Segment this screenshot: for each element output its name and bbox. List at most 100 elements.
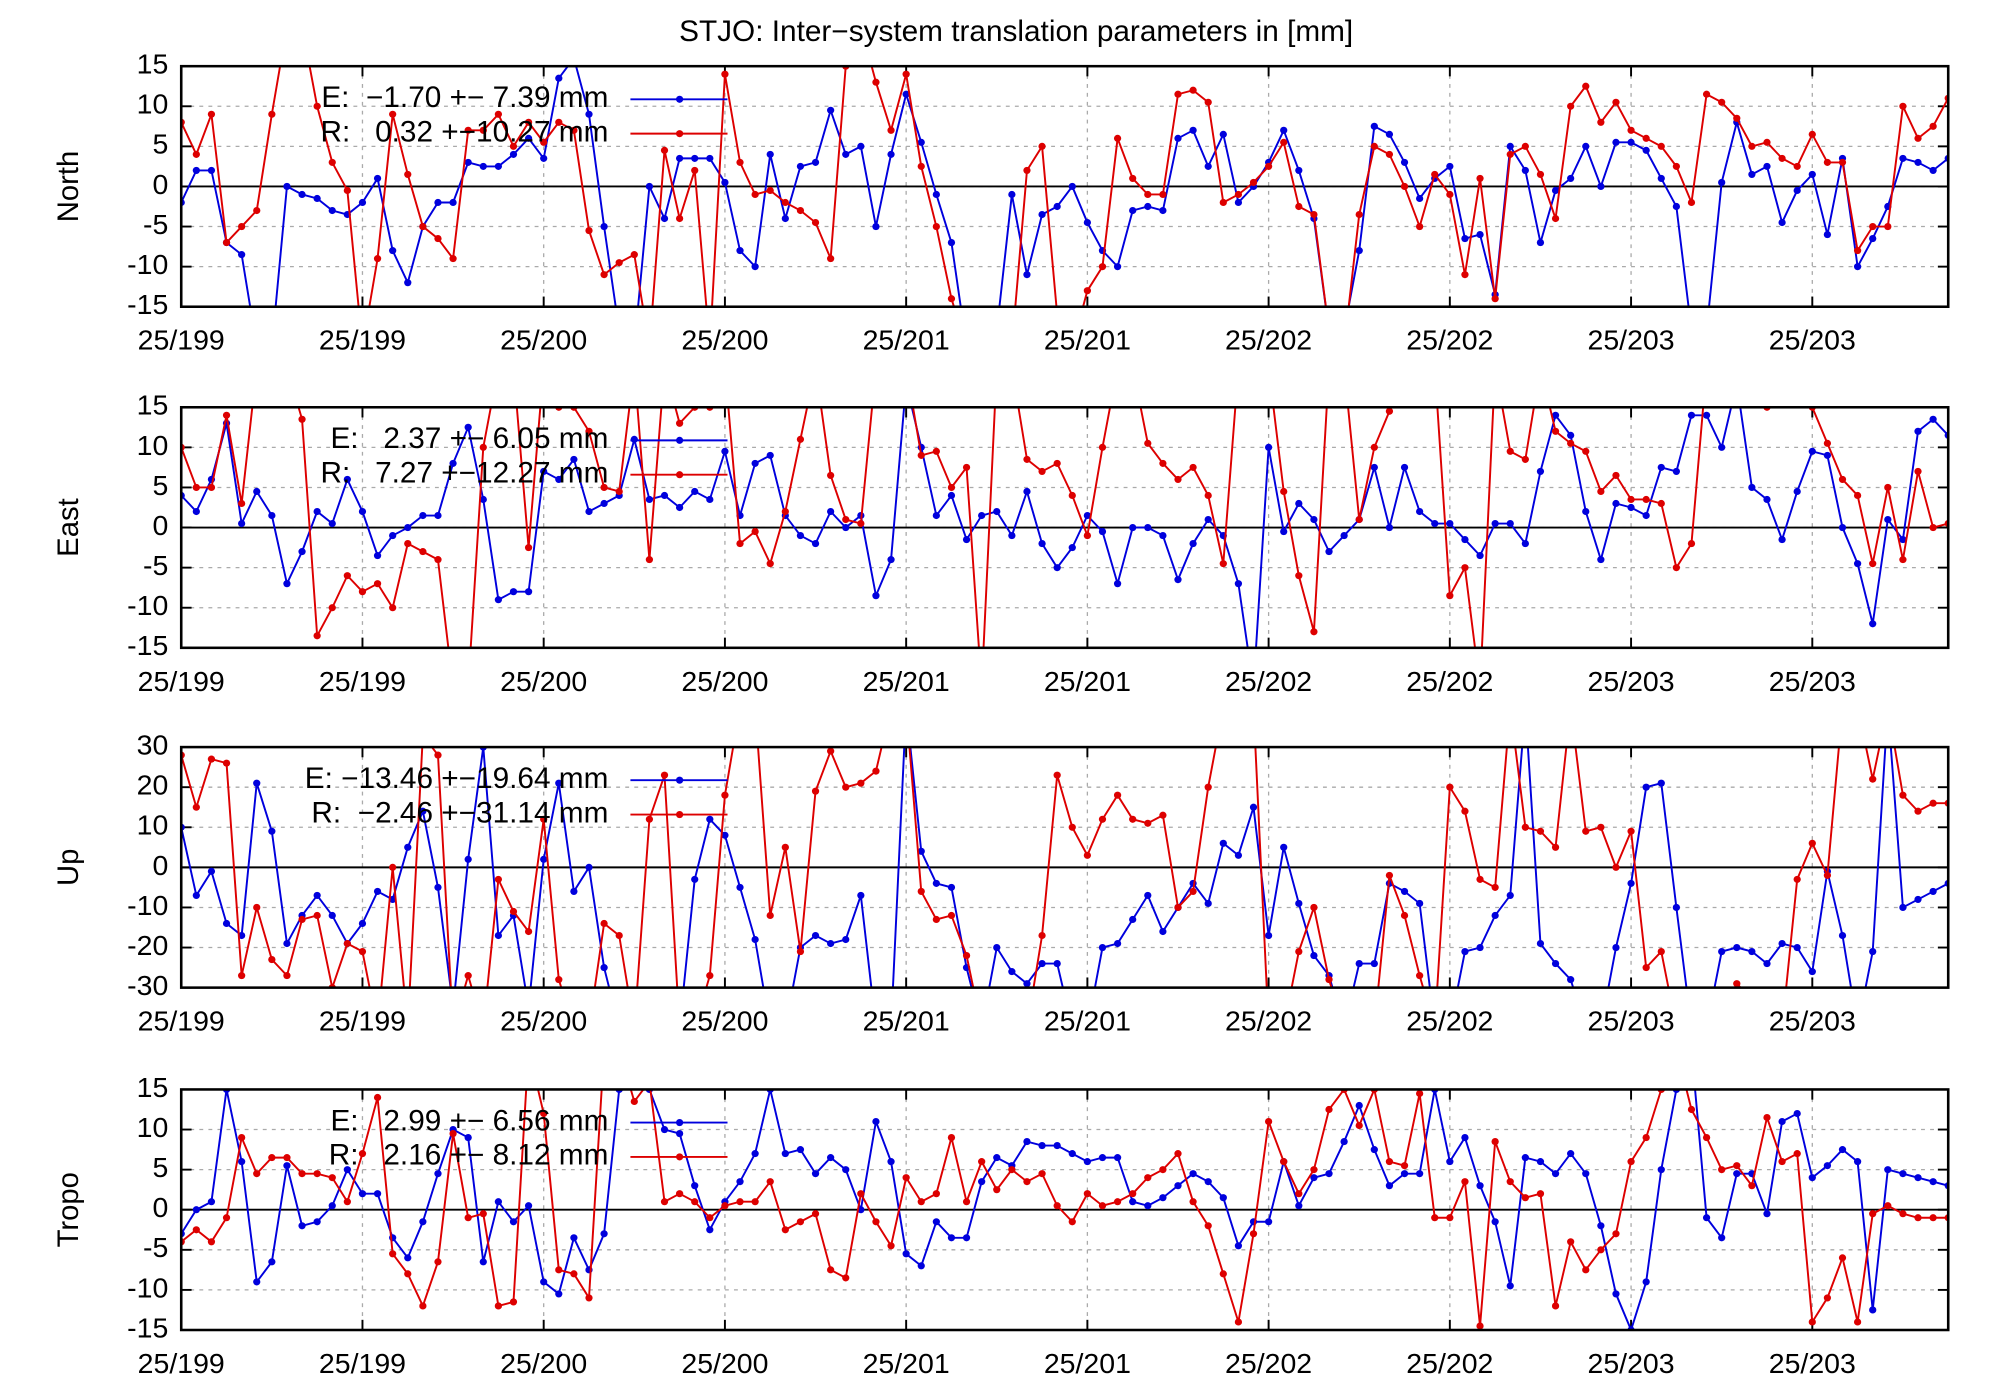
data-point (1823, 439, 1832, 447)
data-point (253, 487, 261, 496)
data-point (373, 1190, 382, 1198)
data-point (766, 1178, 774, 1186)
data-point (842, 783, 850, 791)
data-point (389, 532, 397, 540)
data-point (1113, 580, 1122, 588)
data-point (1053, 771, 1061, 779)
data-point (585, 1294, 593, 1302)
data-point (1476, 1322, 1484, 1330)
data-point (1310, 952, 1318, 960)
data-point (1264, 1117, 1273, 1126)
data-point (1310, 1166, 1318, 1174)
data-point (1325, 1105, 1333, 1114)
data-point (1310, 628, 1318, 636)
data-point (1914, 895, 1922, 903)
data-point (389, 604, 397, 612)
x-tick-label: 25/203 (1588, 1347, 1675, 1379)
data-point (1295, 166, 1303, 174)
data-point (373, 1093, 382, 1102)
data-point (1612, 138, 1620, 146)
data-point (660, 214, 669, 223)
data-point (1853, 1318, 1862, 1326)
data-point (283, 580, 291, 588)
data-point (555, 1266, 563, 1274)
data-point (1793, 162, 1801, 170)
data-point (1687, 540, 1696, 548)
data-point (1400, 1162, 1409, 1170)
data-point (1038, 210, 1046, 219)
data-point (1038, 1142, 1046, 1150)
data-point (1914, 1174, 1922, 1182)
data-point (1808, 1318, 1816, 1326)
data-point (1657, 779, 1665, 787)
x-tick-label: 25/203 (1769, 665, 1856, 697)
data-point (253, 1278, 261, 1286)
data-point (1642, 495, 1650, 504)
data-point (1838, 158, 1847, 166)
y-tick-label: 10 (137, 1111, 169, 1143)
data-point (1914, 1214, 1922, 1222)
data-point (842, 935, 850, 944)
data-point (389, 895, 397, 903)
data-point (343, 572, 351, 580)
data-point (222, 1214, 231, 1222)
data-point (827, 1154, 835, 1162)
data-point (1023, 271, 1031, 279)
data-point (555, 976, 563, 984)
data-point (207, 110, 216, 118)
data-point (1129, 915, 1137, 924)
data-point (1083, 218, 1092, 227)
data-point (298, 1222, 306, 1230)
data-point (1400, 1170, 1409, 1178)
x-tick-label: 25/203 (1588, 324, 1675, 356)
data-point (464, 126, 472, 134)
x-tick-label: 25/201 (1044, 1347, 1131, 1379)
data-point (796, 162, 805, 170)
data-point (404, 523, 412, 532)
data-point (1853, 1158, 1862, 1166)
data-point (1174, 903, 1182, 912)
legend-label: R: −2.46 +−31.14 mm (311, 796, 608, 829)
plot-frame (179, 745, 1950, 989)
data-point (1551, 427, 1560, 435)
data-point (1385, 150, 1394, 158)
data-point (1416, 1089, 1424, 1098)
data-point (1355, 247, 1363, 255)
data-point (827, 507, 835, 516)
data-point (721, 831, 729, 839)
data-point (1536, 1190, 1545, 1198)
data-point (313, 102, 321, 110)
data-point (917, 1262, 925, 1270)
data-point (1461, 564, 1469, 572)
data-point (555, 779, 563, 787)
data-point (1249, 178, 1258, 187)
data-point (313, 911, 321, 920)
data-point (1129, 206, 1137, 215)
data-point (1793, 487, 1801, 496)
data-point (645, 556, 654, 564)
y-tick-label: -10 (127, 589, 168, 621)
data-point (1400, 463, 1409, 471)
data-point (1204, 515, 1212, 524)
data-point (313, 1218, 321, 1226)
data-point (1113, 263, 1122, 271)
data-point (1038, 960, 1046, 968)
data-point (1884, 1166, 1892, 1174)
data-point (283, 1162, 291, 1170)
data-point (404, 1254, 412, 1262)
data-point (947, 295, 956, 303)
y-tick-label: -15 (127, 629, 168, 661)
data-point (192, 1226, 200, 1234)
data-point (570, 126, 578, 134)
data-point (1310, 903, 1318, 912)
data-point (781, 198, 789, 207)
data-point (1144, 1174, 1152, 1182)
data-point (1400, 182, 1409, 191)
data-point (1446, 1158, 1454, 1166)
data-point (660, 491, 669, 500)
data-point (238, 972, 246, 980)
data-point (796, 947, 805, 956)
data-point (570, 887, 578, 895)
data-point (1476, 552, 1484, 560)
data-point (1098, 815, 1107, 823)
